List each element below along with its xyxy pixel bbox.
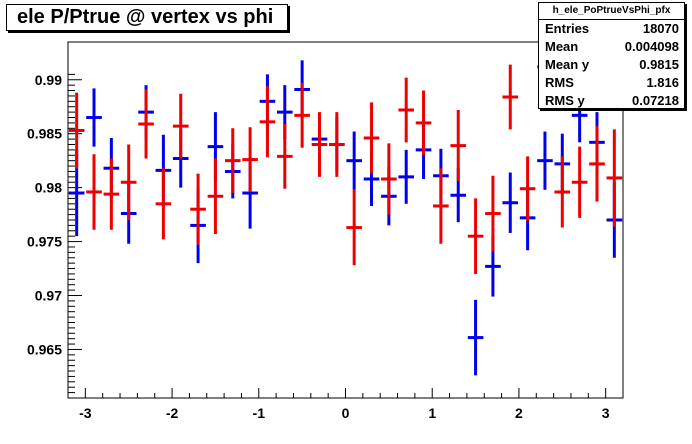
data-point xyxy=(103,158,120,230)
x-tick-label: 3 xyxy=(602,405,610,421)
data-point xyxy=(485,175,501,252)
data-point xyxy=(537,131,553,190)
data-point xyxy=(138,89,154,159)
x-tick-label: 2 xyxy=(515,405,523,421)
data-point xyxy=(381,143,397,215)
data-point xyxy=(363,102,380,174)
x-tick-label: 0 xyxy=(342,405,350,421)
data-point xyxy=(502,64,519,130)
stats-value: 18070 xyxy=(642,21,679,36)
data-point xyxy=(329,112,345,177)
data-point xyxy=(398,149,415,204)
data-point xyxy=(207,158,224,235)
data-point xyxy=(415,90,432,156)
stats-row-mean: Mean 0.004098 xyxy=(539,38,684,56)
data-point xyxy=(502,172,519,233)
data-marks xyxy=(68,34,623,376)
data-point xyxy=(276,123,293,189)
data-point xyxy=(294,82,310,148)
data-point xyxy=(589,126,605,202)
data-point xyxy=(571,146,588,218)
stats-label: Mean xyxy=(545,39,579,54)
stats-box: h_ele_PoPtrueVsPhi_pfx Entries 18070 Mea… xyxy=(538,2,685,109)
data-point xyxy=(86,154,102,230)
data-point xyxy=(346,189,362,266)
data-point xyxy=(242,127,258,192)
x-tick-label: -1 xyxy=(253,405,266,421)
data-point xyxy=(259,86,276,158)
y-tick-label: 0.99 xyxy=(35,72,62,88)
data-point xyxy=(554,156,571,228)
data-point xyxy=(224,128,241,194)
data-point xyxy=(172,93,189,159)
stats-value: 0.004098 xyxy=(624,39,679,54)
data-point xyxy=(346,131,362,190)
data-point xyxy=(519,156,536,222)
stats-label: RMS xyxy=(545,75,574,90)
chart-title: ele P/Ptrue @ vertex vs phi xyxy=(6,4,288,31)
data-point xyxy=(433,168,449,244)
data-point xyxy=(155,168,172,240)
stats-row-rms-y: RMS y 0.07218 xyxy=(539,92,684,110)
stats-label: Entries xyxy=(545,21,590,36)
data-point xyxy=(467,299,484,376)
x-tick-label: 1 xyxy=(428,405,436,421)
stats-row-entries: Entries 18070 xyxy=(539,20,684,38)
stats-row-rms: RMS 1.816 xyxy=(539,74,684,92)
stats-histogram-name: h_ele_PoPtrueVsPhi_pfx xyxy=(539,3,684,20)
data-point xyxy=(190,173,206,245)
x-tick-label: -3 xyxy=(79,405,92,421)
y-tick-label: 0.985 xyxy=(27,126,62,142)
data-point xyxy=(311,112,328,177)
data-point xyxy=(398,77,415,143)
data-point xyxy=(68,92,85,169)
stats-label: Mean y xyxy=(545,57,590,72)
data-point xyxy=(606,129,623,227)
stats-label: RMS y xyxy=(545,93,585,108)
stats-value: 1.816 xyxy=(646,75,679,90)
stats-row-mean-y: Mean y 0.9815 xyxy=(539,56,684,74)
stats-value: 0.07218 xyxy=(632,93,679,108)
plot-frame xyxy=(67,41,624,399)
data-point xyxy=(467,198,484,274)
y-tick-label: 0.98 xyxy=(35,180,62,196)
data-point xyxy=(86,88,102,147)
y-tick-label: 0.965 xyxy=(27,341,62,357)
y-tick-label: 0.975 xyxy=(27,234,62,250)
data-point xyxy=(120,144,137,220)
stats-value: 0.9815 xyxy=(639,57,679,72)
x-tick-label: -2 xyxy=(166,405,179,421)
axis-ticks: -3 -2 -1 0 1 2 3 0.965 0.97 0.975 0.98 0.985 0.99 xyxy=(27,72,624,421)
y-tick-label: 0.97 xyxy=(35,288,62,304)
data-point xyxy=(450,109,467,182)
